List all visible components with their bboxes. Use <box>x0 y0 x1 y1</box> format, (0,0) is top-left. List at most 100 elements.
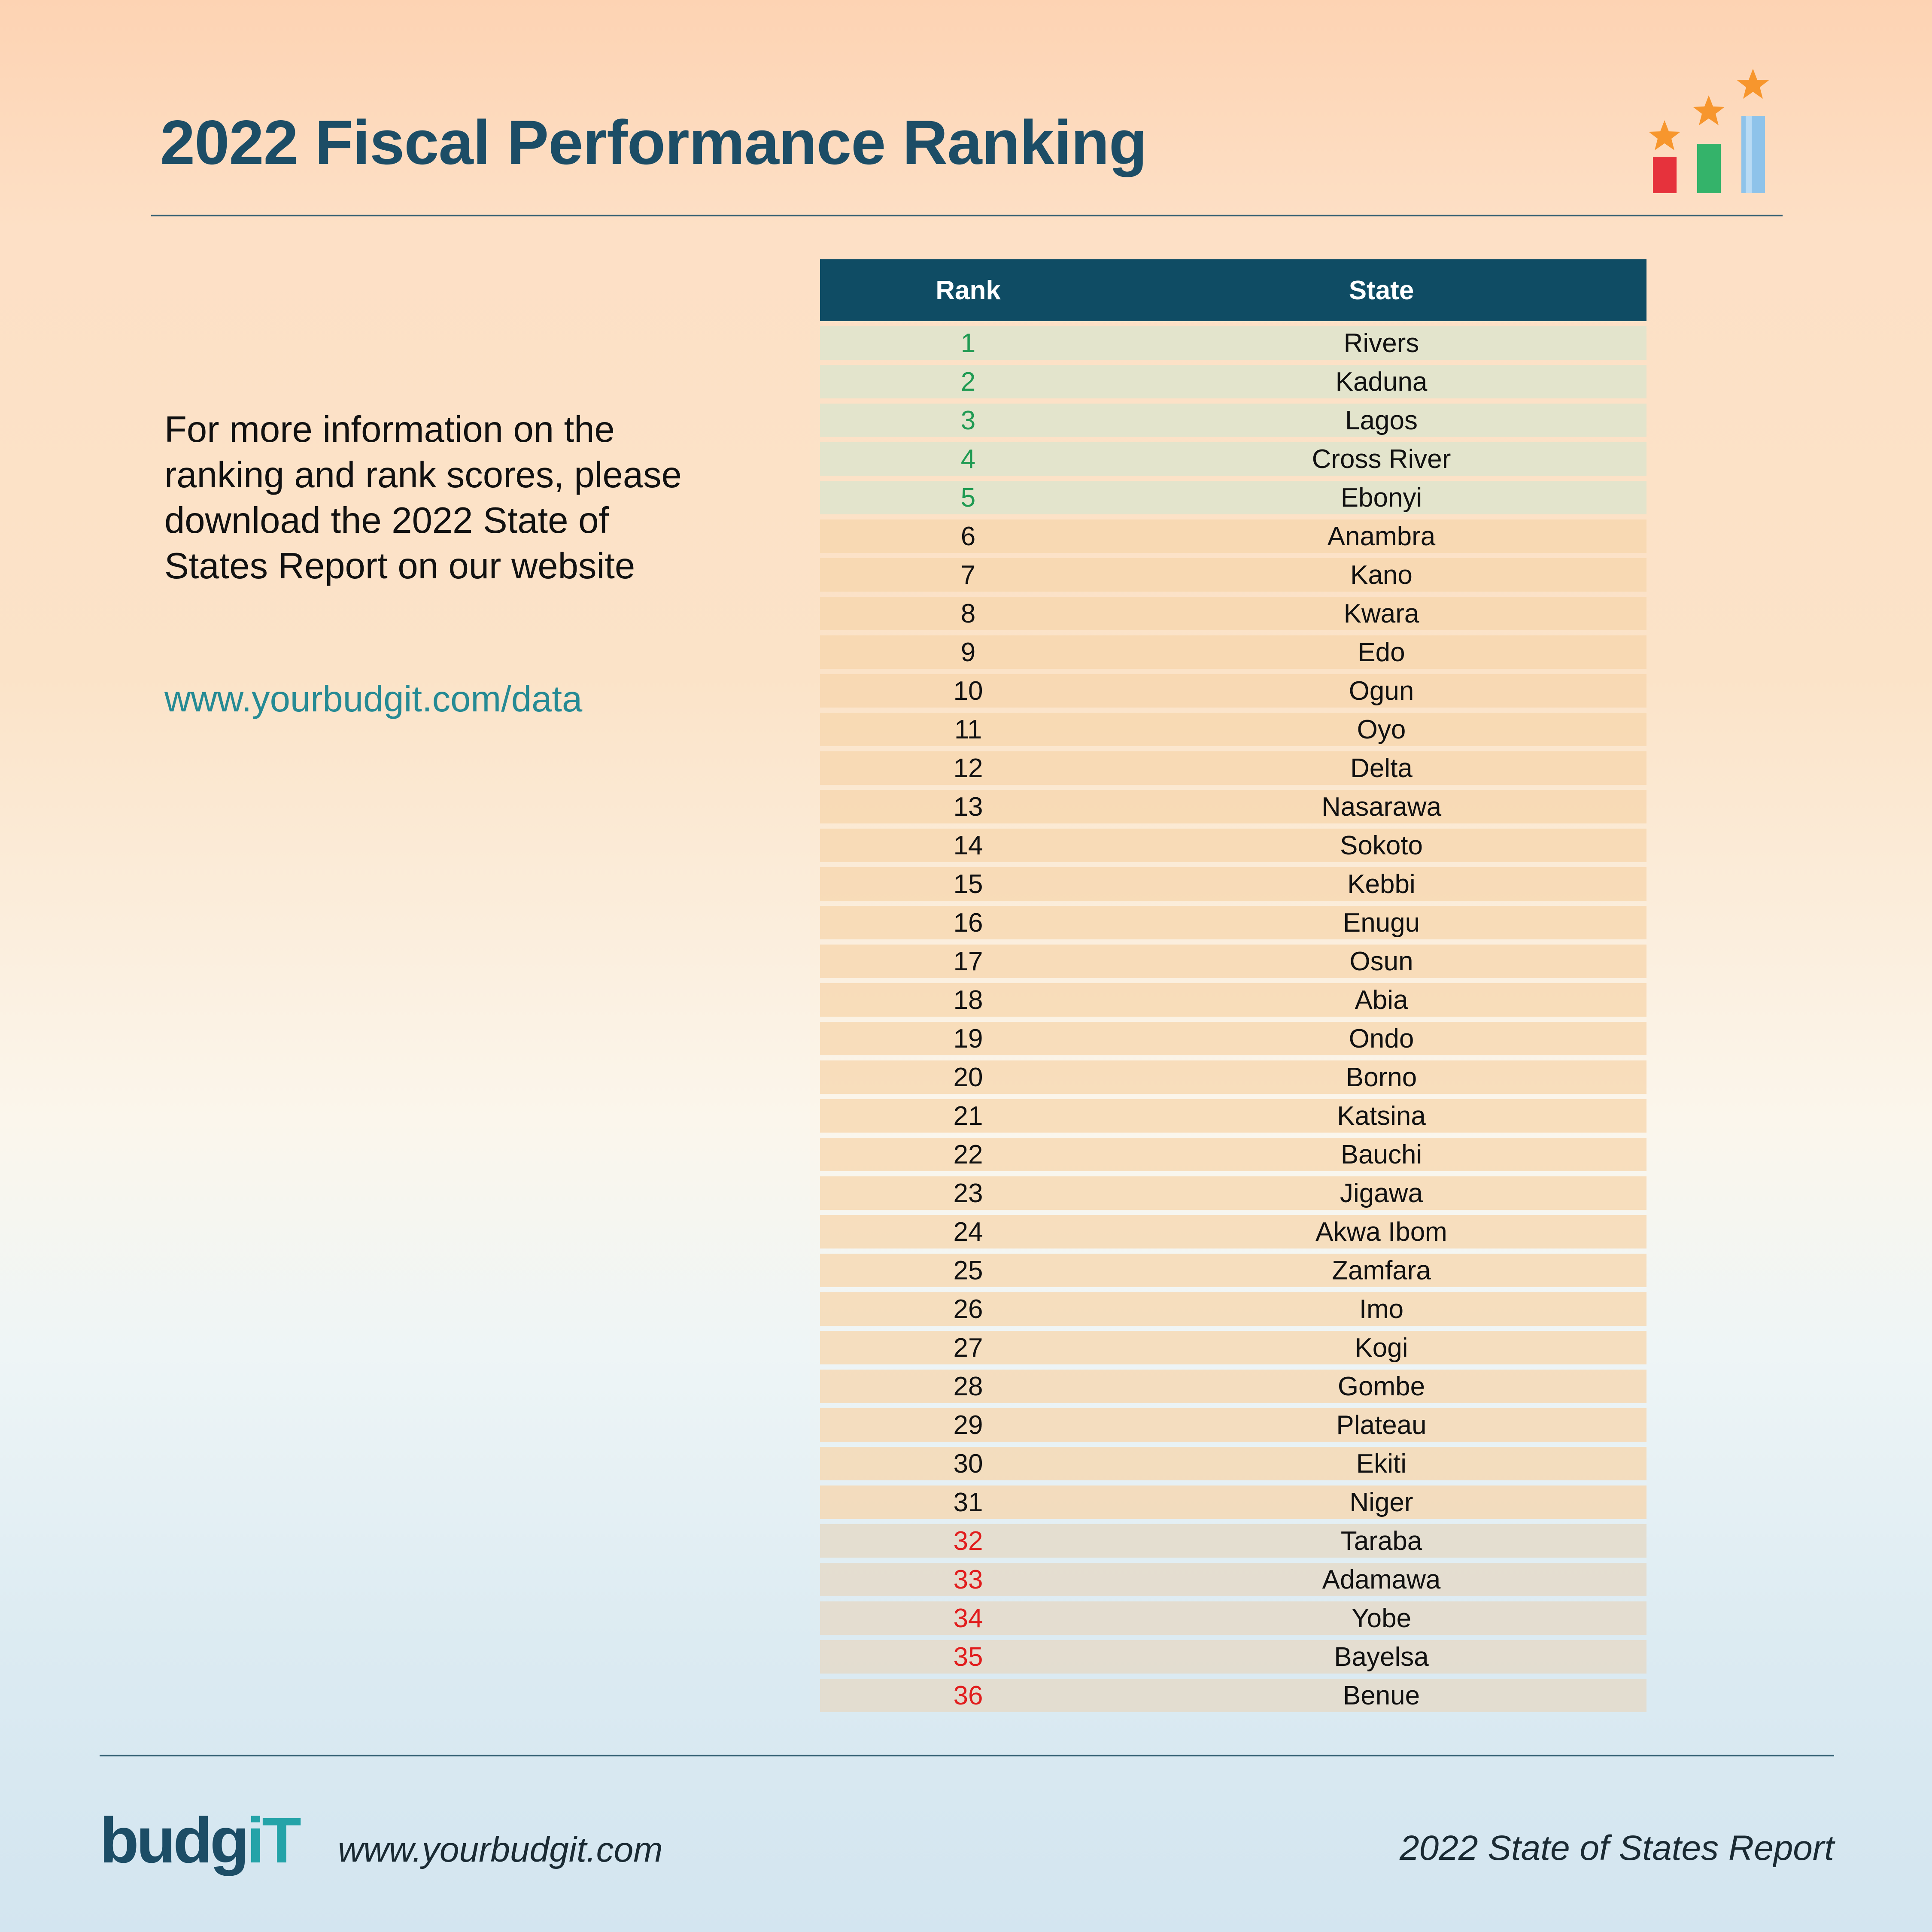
rank-cell: 34 <box>953 1603 983 1633</box>
rank-cell: 21 <box>953 1101 983 1131</box>
rank-cell: 28 <box>953 1371 983 1401</box>
table-row: 12 Delta <box>820 751 1646 785</box>
state-cell: Lagos <box>1345 405 1418 435</box>
table-row: 15 Kebbi <box>820 867 1646 901</box>
footer-divider <box>100 1755 1834 1756</box>
data-link[interactable]: www.yourbudgit.com/data <box>164 679 583 720</box>
table-row: 9 Edo <box>820 635 1646 669</box>
table-row: 35 Bayelsa <box>820 1640 1646 1674</box>
rank-cell: 5 <box>960 483 976 513</box>
info-text: For more information on the ranking and … <box>164 409 682 586</box>
table-row: 4 Cross River <box>820 442 1646 476</box>
table-row: 24 Akwa Ibom <box>820 1215 1646 1249</box>
rank-cell: 33 <box>953 1564 983 1595</box>
state-cell: Ekiti <box>1356 1449 1407 1479</box>
state-cell: Akwa Ibom <box>1315 1217 1447 1247</box>
rank-cell: 36 <box>953 1680 983 1710</box>
table-row: 27 Kogi <box>820 1331 1646 1364</box>
rank-cell: 10 <box>953 676 983 706</box>
table-row: 7 Kano <box>820 558 1646 592</box>
rank-cell: 4 <box>960 444 976 474</box>
rank-cell: 19 <box>953 1024 983 1054</box>
bar-chart-stars-icon <box>1649 69 1769 193</box>
state-cell: Ondo <box>1349 1024 1414 1054</box>
table-row: 33 Adamawa <box>820 1563 1646 1596</box>
rank-cell: 13 <box>953 792 983 822</box>
rank-cell: 16 <box>953 908 983 938</box>
state-cell: Taraba <box>1340 1526 1422 1556</box>
rank-cell: 32 <box>953 1526 983 1556</box>
table-row: 13 Nasarawa <box>820 790 1646 823</box>
rank-cell: 1 <box>960 328 976 358</box>
rank-cell: 27 <box>953 1333 983 1363</box>
state-cell: Kano <box>1350 560 1413 590</box>
rank-cell: 6 <box>960 521 976 551</box>
footer-report-name: 2022 State of States Report <box>1400 1829 1834 1868</box>
table-row: 5 Ebonyi <box>820 481 1646 514</box>
state-cell: Kwara <box>1343 598 1419 629</box>
rank-cell: 9 <box>960 637 976 667</box>
table-row: 8 Kwara <box>820 597 1646 630</box>
table-row: 23 Jigawa <box>820 1176 1646 1210</box>
state-cell: Bayelsa <box>1334 1642 1429 1672</box>
table-row: 34 Yobe <box>820 1601 1646 1635</box>
state-column-header: State <box>1349 275 1414 305</box>
table-row: 1 Rivers <box>820 326 1646 360</box>
state-cell: Cross River <box>1312 444 1451 474</box>
state-cell: Adamawa <box>1322 1564 1441 1595</box>
table-body: 1 Rivers 2 Kaduna 3 Lagos 4 Cross River 5 Ebonyi 6… <box>820 326 1646 1712</box>
rank-cell: 18 <box>953 985 983 1015</box>
state-cell: Benue <box>1343 1680 1420 1710</box>
table-row: 21 Katsina <box>820 1099 1646 1133</box>
table-row: 32 Taraba <box>820 1524 1646 1558</box>
state-cell: Gombe <box>1337 1371 1425 1401</box>
rank-cell: 29 <box>953 1410 983 1440</box>
table-row: 29 Plateau <box>820 1408 1646 1442</box>
rank-cell: 26 <box>953 1294 983 1324</box>
rank-cell: 2 <box>960 367 976 397</box>
table-row: 30 Ekiti <box>820 1447 1646 1480</box>
table-row: 11 Oyo <box>820 713 1646 746</box>
table-row: 3 Lagos <box>820 404 1646 437</box>
rank-cell: 7 <box>960 560 976 590</box>
state-cell: Plateau <box>1336 1410 1427 1440</box>
rank-cell: 31 <box>953 1487 983 1517</box>
rank-cell: 17 <box>953 946 983 976</box>
rank-cell: 35 <box>953 1642 983 1672</box>
state-cell: Oyo <box>1357 714 1406 744</box>
rank-cell: 25 <box>953 1255 983 1285</box>
state-cell: Kaduna <box>1335 367 1428 397</box>
title-divider <box>151 215 1783 216</box>
state-cell: Nasarawa <box>1321 792 1442 822</box>
footer-url[interactable]: www.yourbudgit.com <box>338 1830 663 1869</box>
rank-cell: 23 <box>953 1178 983 1208</box>
rank-column-header: Rank <box>936 275 1001 305</box>
rank-cell: 22 <box>953 1139 983 1170</box>
state-cell: Delta <box>1350 753 1413 783</box>
table-row: 36 Benue <box>820 1679 1646 1712</box>
table-row: 2 Kaduna <box>820 365 1646 398</box>
rank-cell: 14 <box>953 830 983 860</box>
table-row: 20 Borno <box>820 1060 1646 1094</box>
logo-main-text: budg <box>100 1804 249 1876</box>
table-row: 10 Ogun <box>820 674 1646 708</box>
state-cell: Ogun <box>1349 676 1414 706</box>
budgit-logo: budgiT <box>100 1803 301 1877</box>
table-row: 28 Gombe <box>820 1370 1646 1403</box>
state-cell: Bauchi <box>1340 1139 1422 1170</box>
state-cell: Imo <box>1359 1294 1404 1324</box>
table-row: 22 Bauchi <box>820 1138 1646 1171</box>
table-row: 31 Niger <box>820 1485 1646 1519</box>
state-cell: Ebonyi <box>1340 483 1422 513</box>
state-cell: Kebbi <box>1347 869 1416 899</box>
rank-cell: 8 <box>960 598 976 629</box>
table-row: 17 Osun <box>820 945 1646 978</box>
state-cell: Enugu <box>1343 908 1420 938</box>
rank-cell: 11 <box>954 714 982 744</box>
state-cell: Zamfara <box>1332 1255 1431 1285</box>
logo-accent-text: iT <box>246 1804 301 1876</box>
rank-cell: 20 <box>953 1062 983 1092</box>
table-row: 6 Anambra <box>820 519 1646 553</box>
state-cell: Kogi <box>1355 1333 1408 1363</box>
table-row: 16 Enugu <box>820 906 1646 939</box>
